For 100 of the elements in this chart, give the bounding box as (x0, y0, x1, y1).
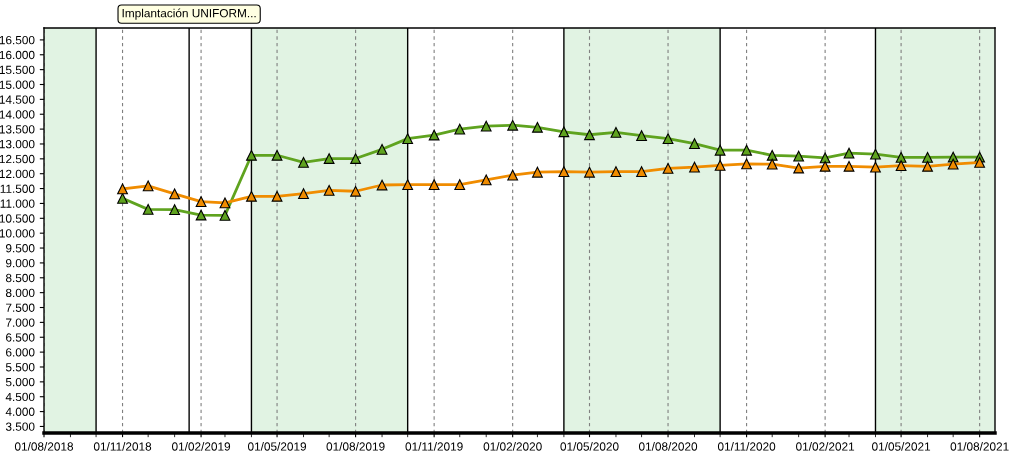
y-tick-label: 4.500 (5, 392, 35, 402)
point (532, 166, 543, 178)
point (142, 180, 154, 192)
point (895, 151, 907, 163)
point (610, 166, 622, 178)
point (142, 203, 154, 215)
x-tick-label: 01/08/2020 (638, 442, 698, 451)
y-tick-label: 14.000 (0, 110, 35, 119)
y-tick-label: 5.000 (5, 377, 35, 387)
point (271, 149, 283, 161)
y-tick-label: 6.000 (6, 348, 35, 357)
point (507, 169, 519, 181)
y-tick-label: 5.500 (5, 363, 35, 372)
point (610, 126, 622, 138)
x-tick-label: 01/02/2020 (483, 442, 542, 451)
point (689, 161, 700, 173)
y-tick-label: 16.000 (0, 50, 35, 60)
point (219, 209, 231, 221)
point (350, 153, 362, 164)
y-tick-label: 4.000 (5, 407, 35, 416)
point (662, 162, 674, 174)
point (662, 133, 674, 145)
y-tick-label: 15.500 (0, 65, 35, 75)
point (350, 185, 362, 197)
y-tick-label: 16.500 (0, 35, 35, 45)
x-tick-label: 01/11/2020 (717, 442, 776, 451)
point (636, 166, 647, 178)
point (428, 129, 440, 141)
x-tick-label: 01/05/2021 (872, 442, 931, 451)
y-tick-label: 7.000 (6, 318, 35, 327)
point (558, 126, 570, 138)
point (507, 119, 519, 131)
point (246, 149, 257, 161)
point (584, 166, 595, 178)
y-tick-label: 3.500 (5, 422, 35, 431)
point (376, 143, 388, 155)
y-tick-label: 10.500 (0, 214, 35, 223)
y-tick-label: 12.000 (0, 169, 35, 179)
y-tick-label: 8.000 (5, 288, 35, 298)
x-tick-label: 01/08/2021 (950, 442, 1009, 451)
point (870, 148, 881, 160)
point (402, 179, 414, 191)
y-tick-label: 12.500 (0, 154, 35, 164)
y-tick-label: 13.500 (0, 125, 35, 134)
point (636, 130, 647, 142)
x-tick-label: 01/05/2020 (560, 442, 619, 451)
point (298, 188, 309, 200)
point (480, 120, 492, 132)
point (793, 162, 805, 174)
y-tick-label: 7.500 (6, 303, 35, 312)
x-tick-label: 01/11/2018 (93, 442, 152, 451)
x-tick-label: 01/11/2019 (405, 442, 463, 451)
point (766, 158, 778, 170)
point (922, 160, 933, 172)
point (766, 149, 778, 161)
point (947, 158, 959, 170)
point (323, 153, 335, 164)
y-tick-label: 9.000 (5, 258, 35, 268)
y-tick-label: 11.500 (0, 184, 35, 193)
y-tick-label: 10.000 (0, 229, 35, 238)
point (714, 144, 726, 156)
point (169, 204, 181, 216)
point (480, 174, 492, 186)
y-tick-label: 6.500 (6, 333, 35, 342)
point (974, 156, 986, 168)
point (843, 160, 855, 172)
point (870, 161, 881, 173)
point (246, 190, 257, 202)
y-tick-label: 13.000 (0, 140, 35, 149)
point (532, 121, 543, 133)
y-tick-label: 9.500 (5, 244, 35, 253)
y-tick-label: 8.500 (5, 273, 35, 283)
point (219, 197, 231, 209)
point (741, 144, 752, 156)
point (402, 133, 414, 145)
point (271, 190, 283, 202)
point (922, 151, 933, 163)
y-tick-label: 14.500 (0, 95, 35, 104)
ref-line-label: Implantación UNIFORM... (122, 8, 256, 20)
point (819, 160, 831, 172)
point (895, 160, 907, 172)
point (117, 183, 128, 195)
point (741, 158, 752, 170)
point (117, 192, 128, 204)
y-tick-label: 11.000 (0, 199, 35, 208)
point (454, 123, 466, 135)
point (843, 147, 855, 159)
point (298, 156, 309, 168)
x-tick-label: 01/08/2018 (14, 442, 74, 451)
point (376, 179, 388, 191)
x-tick-label: 01/05/2019 (247, 442, 307, 451)
point (558, 166, 570, 178)
point (195, 196, 207, 208)
point (714, 159, 726, 171)
point (793, 150, 805, 162)
y-tick-label: 15.000 (0, 80, 35, 89)
x-tick-label: 01/02/2019 (172, 442, 231, 451)
x-tick-label: 01/02/2021 (796, 442, 855, 451)
point (454, 179, 466, 191)
point (195, 209, 207, 221)
